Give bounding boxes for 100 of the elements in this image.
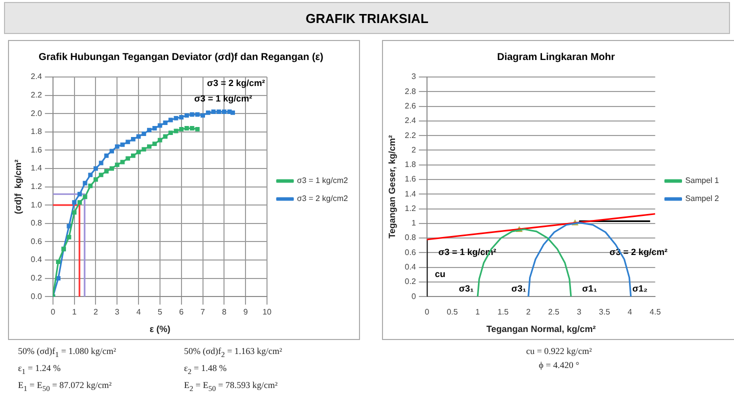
point bbox=[130, 153, 136, 158]
y-tick-label: 0.8 bbox=[404, 233, 416, 242]
y-tick-label: 2.6 bbox=[404, 101, 416, 110]
point bbox=[163, 120, 168, 125]
x-tick-label: 0.5 bbox=[446, 308, 458, 317]
point bbox=[152, 142, 157, 146]
text: E$_{1}$ = E$_{50}$ = 87.072 kg/cm² bbox=[18, 380, 113, 392]
annotation: σ1₁ bbox=[582, 283, 598, 294]
y-tick-label: 0.4 bbox=[404, 262, 416, 272]
y-tick-label: 0.2 bbox=[30, 274, 42, 283]
point bbox=[179, 126, 184, 132]
chart-title: Grafik Hubungan Tegangan Deviator (σd)f dan Regangan (ε) bbox=[38, 52, 324, 63]
x-tick-label: 6 bbox=[179, 308, 184, 317]
point bbox=[82, 180, 88, 186]
y-tick-label: 2.4 bbox=[404, 116, 416, 126]
y-tick-label: 2 bbox=[411, 145, 416, 154]
x-tick-label: 4 bbox=[136, 308, 142, 317]
point bbox=[104, 153, 109, 158]
x-tick-label: 10 bbox=[262, 308, 272, 317]
point bbox=[130, 137, 136, 142]
text: ε$_{1}$ = 1.24 % bbox=[18, 362, 62, 376]
y-tick-label: 1.8 bbox=[404, 160, 416, 170]
point bbox=[211, 110, 216, 114]
point bbox=[158, 138, 162, 142]
point bbox=[168, 118, 173, 122]
point bbox=[168, 130, 173, 136]
point bbox=[110, 166, 114, 171]
x-tick-label: 4 bbox=[628, 308, 633, 317]
point bbox=[190, 126, 194, 130]
y-axis-title: (σd)f kg/cm² bbox=[12, 159, 23, 214]
text: E$_{2}$ = E$_{50}$ = 78.593 kg/cm² bbox=[184, 380, 279, 392]
annotation: σ1₂ bbox=[632, 283, 648, 294]
y-tick-label: 0.8 bbox=[30, 218, 42, 228]
x-tick-label: 8 bbox=[222, 308, 227, 317]
point bbox=[120, 142, 125, 147]
point bbox=[94, 177, 98, 182]
point bbox=[152, 126, 157, 130]
point bbox=[72, 200, 77, 205]
point bbox=[82, 194, 88, 200]
point bbox=[195, 126, 200, 132]
point bbox=[184, 113, 189, 118]
y-tick-label: 0.2 bbox=[404, 277, 416, 286]
x-tick-label: 2 bbox=[94, 308, 99, 317]
point bbox=[77, 200, 82, 205]
x-tick-label: 1 bbox=[475, 308, 480, 317]
point bbox=[88, 172, 93, 178]
point bbox=[77, 192, 82, 196]
point bbox=[163, 134, 168, 139]
x-axis-title: ε (%) bbox=[150, 324, 170, 334]
point bbox=[184, 126, 189, 130]
point bbox=[66, 224, 72, 228]
y-tick-label: 0.6 bbox=[30, 236, 42, 246]
x-tick-label: 5 bbox=[158, 308, 163, 317]
point bbox=[104, 169, 109, 174]
point bbox=[110, 148, 114, 154]
y-tick-label: 0.0 bbox=[30, 292, 42, 301]
point bbox=[142, 147, 146, 152]
y-tick-label: 1.2 bbox=[30, 182, 42, 192]
point bbox=[190, 112, 194, 117]
point bbox=[195, 112, 200, 117]
x-tick-label: 2.5 bbox=[548, 308, 560, 317]
y-tick-label: 2.0 bbox=[30, 108, 42, 118]
y-tick-label: 1.6 bbox=[30, 145, 42, 154]
point bbox=[158, 123, 162, 128]
y-tick-label: 1.4 bbox=[404, 189, 416, 198]
point bbox=[56, 276, 60, 281]
chart-title: Diagram Lingkaran Mohr bbox=[497, 52, 615, 63]
x-tick-label: 7 bbox=[200, 308, 206, 317]
point bbox=[136, 150, 141, 154]
legend-label: Sampel 1 bbox=[685, 176, 720, 186]
point bbox=[72, 210, 77, 215]
y-tick-label: 1.6 bbox=[404, 174, 416, 184]
point bbox=[142, 132, 146, 136]
annotation: σ3 = 2 kg/cm² bbox=[207, 78, 265, 88]
y-tick-label: 1.8 bbox=[30, 127, 42, 136]
y-tick-label: 0.6 bbox=[404, 248, 416, 257]
point bbox=[147, 144, 152, 149]
x-tick-label: 3 bbox=[114, 308, 120, 317]
point bbox=[179, 115, 184, 120]
x-tick-label: 9 bbox=[243, 308, 248, 317]
y-tick-label: 2.2 bbox=[404, 130, 416, 140]
x-tick-label: 3.5 bbox=[598, 308, 611, 317]
x-tick-label: 3 bbox=[576, 308, 582, 317]
y-tick-label: 1 bbox=[411, 218, 416, 228]
point bbox=[174, 128, 178, 134]
x-tick-label: 2 bbox=[526, 308, 532, 317]
point bbox=[147, 128, 152, 132]
legend-label: σ3 = 2 kg/cm2 bbox=[297, 194, 349, 204]
point bbox=[222, 110, 226, 114]
y-tick-label: 3 bbox=[411, 72, 416, 82]
y-tick-label: 2.2 bbox=[30, 90, 42, 100]
point bbox=[200, 113, 205, 118]
text: cu = 0.922 kg/cm² bbox=[525, 346, 593, 356]
legend-label: σ3 = 1 kg/cm2 bbox=[297, 176, 349, 186]
text: ϕ = 4.420 ° bbox=[538, 360, 580, 370]
y-tick-label: 0 bbox=[411, 292, 416, 301]
y-tick-label: 1.2 bbox=[404, 204, 416, 213]
text: 50% (σd)f$_{2}$ = 1.163 kg/cm² bbox=[184, 346, 284, 359]
point bbox=[98, 172, 104, 178]
y-tick-label: 2.4 bbox=[30, 72, 42, 82]
